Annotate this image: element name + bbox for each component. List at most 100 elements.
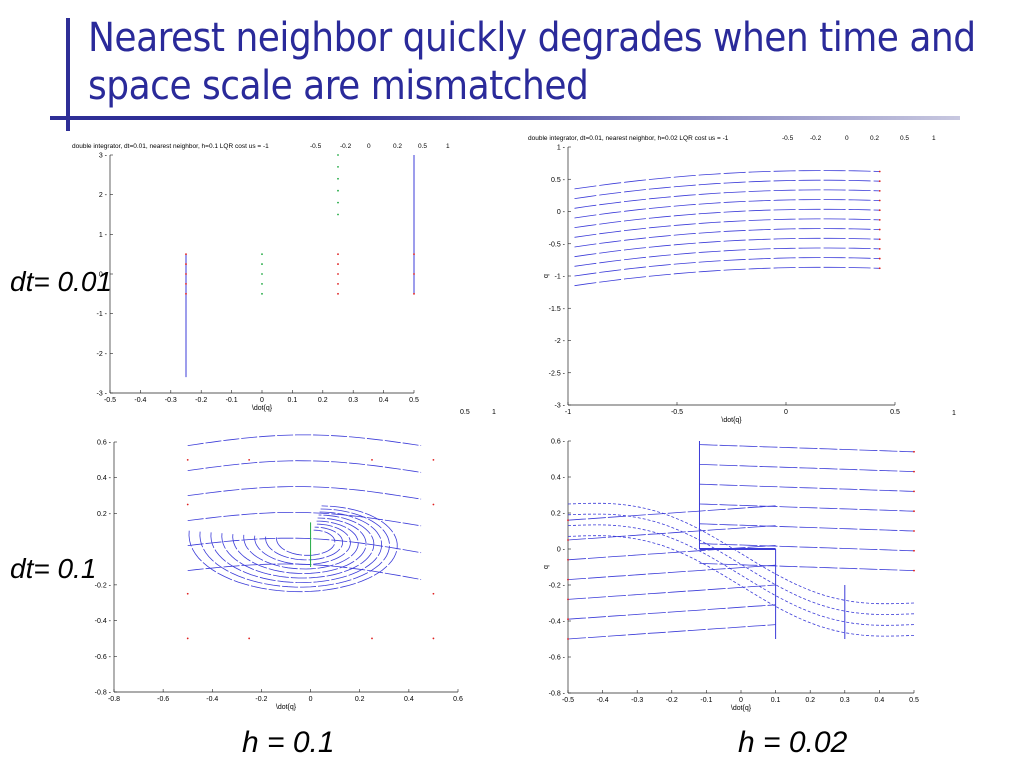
- start-point: [878, 228, 881, 231]
- trajectory-curve: [567, 584, 776, 600]
- y-tick-label: -0.2 -: [549, 583, 566, 590]
- chart-panel-dt001-h01: double integrator, dt=0.01, nearest neig…: [72, 143, 496, 416]
- y-tick-label: -0.4 -: [549, 619, 566, 626]
- trajectory-curve: [574, 247, 880, 267]
- header-tick-label: -0.5: [310, 143, 322, 150]
- x-tick-label: 0.4: [379, 397, 389, 404]
- x-tick-label: -0.3: [165, 397, 177, 404]
- x-tick-label: 0.1: [288, 397, 298, 404]
- title-accent-bar-horizontal: [50, 116, 960, 120]
- title-accent-bar-vertical: [66, 18, 70, 131]
- goal-point: [261, 273, 263, 275]
- goal-point: [337, 154, 339, 156]
- goal-point: [337, 201, 339, 204]
- extra-tick-label: 1: [492, 409, 496, 416]
- trajectory-curve: [567, 525, 776, 541]
- trajectory-curve: [567, 624, 776, 640]
- header-tick-label: -0.5: [782, 135, 794, 142]
- start-point: [913, 450, 915, 453]
- x-tick-label: 0.3: [840, 697, 850, 704]
- trajectory-curve: [699, 563, 915, 571]
- start-point: [567, 539, 569, 541]
- y-tick-label: -0.8 -: [95, 690, 112, 697]
- x-tick-label: -0.1: [226, 397, 238, 404]
- y-tick-label: -0.2 -: [95, 582, 112, 589]
- y-tick-label: 2 -: [99, 192, 108, 199]
- header-tick-label: 0.5: [900, 135, 909, 142]
- goal-point: [261, 253, 263, 256]
- start-point: [878, 199, 881, 202]
- x-tick-label: -1: [565, 409, 571, 416]
- trajectory-curve: [574, 266, 880, 287]
- trajectory-curve: [187, 460, 422, 473]
- x-tick-label: 0.5: [409, 397, 419, 404]
- start-point: [371, 458, 373, 461]
- x-axis-label: \dot{q}: [721, 417, 742, 424]
- x-tick-label: 0.4: [404, 696, 414, 703]
- x-tick-label: -0.8: [108, 696, 120, 703]
- trajectory-curve: [574, 189, 880, 209]
- x-tick-label: 0.2: [318, 397, 328, 404]
- trajectory-curve: [699, 444, 915, 453]
- y-tick-label: -1 -: [97, 311, 108, 318]
- trajectory-spiral: [210, 511, 382, 584]
- x-tick-label: 0: [260, 397, 264, 404]
- trajectory-spiral: [265, 526, 343, 561]
- start-point: [913, 530, 915, 532]
- trajectory-curve: [567, 505, 776, 521]
- y-tick-label: -2 -: [555, 338, 566, 345]
- start-point: [878, 170, 881, 173]
- start-point: [432, 503, 435, 506]
- y-tick-label: -2 -: [97, 351, 108, 358]
- x-tick-label: -0.3: [631, 697, 643, 704]
- trajectory-curve: [574, 237, 880, 258]
- y-tick-label: -1.5 -: [549, 306, 566, 313]
- goal-point: [337, 189, 339, 192]
- start-point: [185, 263, 187, 265]
- x-tick-label: -0.4: [206, 696, 218, 703]
- header-tick-label: -0.2: [810, 135, 822, 142]
- header-tick-label: 0.2: [393, 143, 402, 150]
- chart-title: double integrator, dt=0.01, nearest neig…: [528, 135, 729, 142]
- header-tick-label: -0.2: [340, 143, 352, 150]
- trajectory-curve: [567, 524, 915, 626]
- row-label-dt-01: dt= 0.1: [10, 553, 97, 584]
- start-point: [432, 637, 435, 640]
- x-tick-label: 0.5: [890, 409, 900, 416]
- x-tick-label: -0.5: [562, 697, 574, 704]
- start-point: [337, 292, 339, 295]
- x-tick-label: -0.4: [134, 397, 146, 404]
- trajectory-curve: [574, 257, 880, 277]
- x-tick-label: 0.1: [771, 697, 781, 704]
- goal-point: [261, 263, 263, 265]
- trajectory-spiral: [199, 508, 390, 588]
- extra-tick-label: 0.5: [460, 409, 470, 416]
- trajectory-spiral: [232, 517, 367, 574]
- y-tick-label: 0.4 -: [551, 475, 566, 482]
- start-point: [186, 592, 189, 595]
- x-axis-label: \dot{q}: [252, 405, 273, 412]
- y-axis-label: q: [543, 274, 550, 278]
- trajectory-spiral: [276, 529, 336, 556]
- start-point: [185, 253, 187, 256]
- x-tick-label: 0.4: [875, 697, 885, 704]
- y-tick-label: -0.5 -: [549, 241, 566, 248]
- header-tick-label: 0: [845, 135, 849, 142]
- trajectory-curve: [567, 604, 776, 620]
- start-point: [913, 470, 915, 473]
- chart-title: double integrator, dt=0.01, nearest neig…: [72, 143, 269, 150]
- header-tick-label: 0.5: [418, 143, 427, 150]
- trajectory-curve: [699, 464, 915, 472]
- trajectory-curve: [187, 486, 422, 500]
- y-tick-label: 0 -: [99, 272, 108, 279]
- x-tick-label: 0: [739, 697, 743, 704]
- start-point: [186, 503, 189, 506]
- y-axis-label: q: [543, 565, 550, 569]
- col-label-h-01: h = 0.1: [242, 726, 335, 759]
- start-point: [186, 637, 189, 640]
- y-tick-label: -3 -: [97, 391, 108, 398]
- trajectory-curve: [699, 503, 915, 512]
- trajectory-curve: [699, 543, 915, 552]
- y-tick-label: -2.5 -: [549, 370, 566, 377]
- x-tick-label: -0.5: [104, 397, 116, 404]
